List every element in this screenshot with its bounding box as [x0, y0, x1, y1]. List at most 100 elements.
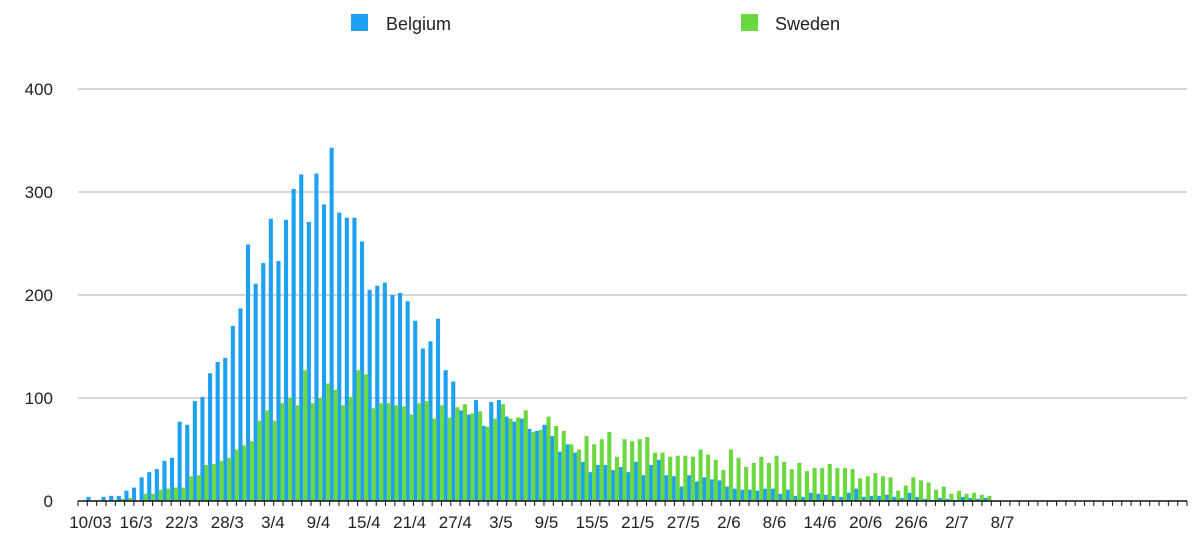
bar-sweden-27 [295, 405, 300, 501]
bar-belgium-60 [542, 424, 547, 501]
x-tick-label: 9/5 [535, 513, 559, 532]
bar-belgium-48 [451, 381, 456, 501]
x-tick-label: 27/4 [439, 513, 472, 532]
bar-belgium-95 [808, 492, 813, 501]
bar-sweden-93 [797, 462, 802, 501]
bar-sweden-9 [158, 489, 163, 501]
bar-belgium-112 [937, 497, 942, 501]
bar-belgium-28 [299, 174, 304, 502]
bar-belgium-74 [648, 464, 653, 501]
bar-belgium-98 [831, 495, 836, 501]
bar-sweden-23 [265, 410, 270, 501]
bar-sweden-51 [478, 411, 483, 501]
bar-belgium-96 [816, 493, 821, 501]
bar-belgium-85 [732, 488, 737, 501]
bar-sweden-4 [120, 498, 125, 501]
bar-belgium-83 [717, 480, 722, 501]
bar-sweden-32 [333, 389, 338, 501]
bar-sweden-69 [614, 456, 619, 501]
bar-sweden-36 [364, 374, 369, 501]
bar-belgium-63 [565, 444, 570, 501]
bar-belgium-4 [116, 495, 121, 501]
bar-belgium-49 [458, 410, 463, 501]
bar-belgium-107 [899, 497, 904, 501]
bar-sweden-103 [873, 473, 878, 501]
x-tick-label: 14/6 [804, 513, 837, 532]
bar-sweden-67 [599, 439, 604, 501]
bar-sweden-34 [348, 396, 353, 501]
x-tick-label: 15/5 [576, 513, 609, 532]
bar-belgium-2 [101, 496, 106, 501]
bar-belgium-89 [762, 488, 767, 501]
bar-sweden-46 [440, 405, 445, 501]
grid-lines [78, 88, 1187, 399]
bar-sweden-31 [326, 383, 331, 501]
bar-sweden-54 [500, 404, 505, 501]
bar-sweden-113 [949, 493, 954, 501]
bar-sweden-117 [979, 494, 984, 501]
bar-sweden-20 [242, 445, 247, 501]
x-tick-label: 21/5 [621, 513, 654, 532]
legend-label-belgium: Belgium [386, 14, 451, 34]
bar-sweden-56 [516, 417, 521, 501]
bar-belgium-105 [884, 494, 889, 501]
bar-belgium-52 [481, 425, 486, 501]
bar-sweden-88 [759, 456, 764, 501]
bar-sweden-12 [181, 487, 186, 501]
bar-sweden-65 [584, 436, 589, 501]
bar-belgium-57 [519, 418, 524, 501]
x-tick-label: 8/7 [991, 513, 1015, 532]
bar-sweden-97 [827, 463, 832, 501]
bar-belgium-7 [139, 477, 144, 501]
bar-belgium-11 [170, 457, 175, 501]
bars [86, 147, 992, 502]
bar-belgium-18 [223, 357, 228, 501]
bar-belgium-69 [610, 470, 615, 501]
bar-sweden-18 [227, 457, 232, 501]
bar-sweden-77 [675, 455, 680, 501]
bar-belgium-88 [755, 490, 760, 501]
bar-sweden-29 [310, 403, 315, 501]
bar-sweden-22 [257, 420, 262, 501]
bar-belgium-109 [914, 496, 919, 501]
bar-sweden-81 [706, 454, 711, 501]
bar-sweden-41 [402, 406, 407, 501]
bar-belgium-76 [664, 475, 669, 501]
bar-belgium-5 [124, 490, 129, 501]
bar-sweden-60 [546, 416, 551, 501]
bar-belgium-12 [177, 421, 182, 501]
bar-sweden-26 [288, 398, 293, 501]
bar-belgium-32 [329, 147, 334, 501]
bar-sweden-10 [166, 488, 171, 501]
bar-sweden-89 [766, 462, 771, 501]
bar-sweden-118 [987, 495, 992, 501]
bar-belgium-80 [694, 481, 699, 501]
bar-belgium-39 [382, 282, 387, 501]
bar-sweden-55 [508, 418, 513, 501]
bar-sweden-72 [637, 439, 642, 501]
bar-sweden-76 [668, 456, 673, 501]
bar-belgium-62 [557, 451, 562, 501]
bar-sweden-14 [196, 475, 201, 501]
bar-belgium-55 [504, 416, 509, 501]
bar-belgium-44 [420, 348, 425, 501]
bar-belgium-30 [314, 173, 319, 501]
bar-belgium-73 [641, 475, 646, 501]
legend-swatch-belgium [351, 14, 368, 31]
bar-sweden-101 [858, 478, 863, 501]
bar-sweden-38 [379, 403, 384, 501]
bar-belgium-101 [854, 488, 859, 501]
bar-belgium-68 [603, 464, 608, 501]
bar-sweden-66 [592, 444, 597, 501]
x-tick-label: 3/5 [489, 513, 513, 532]
y-axis: 0 100 200 300 400 [25, 80, 53, 511]
bar-sweden-85 [736, 457, 741, 501]
x-tick-label: 26/6 [895, 513, 928, 532]
bar-belgium-35 [352, 217, 357, 501]
bar-sweden-70 [622, 439, 627, 501]
bar-belgium-84 [724, 486, 729, 501]
bar-sweden-91 [782, 461, 787, 501]
bar-belgium-70 [618, 467, 623, 501]
bar-belgium-21 [246, 244, 251, 501]
